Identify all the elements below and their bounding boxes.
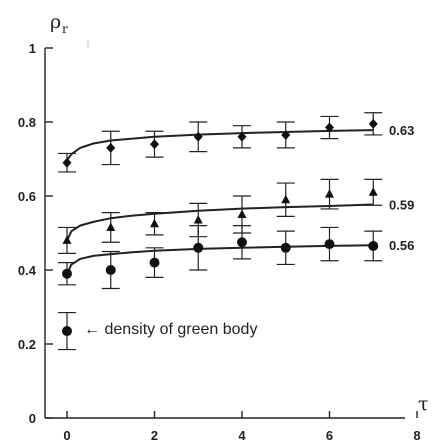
x-tick-label: 6: [326, 428, 333, 443]
axis-ticks: 0 0.2 0.4 0.6 0.8 1 0 2 4 6 8: [18, 41, 421, 443]
data-point-diamond: [368, 118, 378, 129]
data-point-diamond: [106, 142, 116, 153]
y-tick-label: 1: [29, 41, 36, 56]
data-point-circle: [62, 268, 72, 279]
data-point-diamond: [325, 122, 334, 133]
series-label-0.63: 0.63: [389, 123, 414, 138]
data-point-triangle: [281, 194, 291, 204]
x-tick-label: 4: [238, 428, 246, 443]
fit-curve-0.59: [66, 203, 374, 240]
data-point-green-body: [62, 326, 72, 337]
data-point-circle: [149, 257, 160, 268]
data-point-triangle: [325, 189, 334, 198]
fit-curve-0.63: [67, 129, 374, 160]
axes: [44, 40, 405, 419]
data-point-triangle: [237, 209, 247, 218]
series-label-0.59: 0.59: [389, 198, 414, 213]
x-axis-label: τ: [418, 393, 429, 415]
series-labels: 0.63 0.59 0.56: [389, 123, 414, 253]
data-point-circle: [368, 240, 379, 251]
y-tick-label: 0.8: [18, 115, 36, 130]
data-point-triangle: [62, 235, 72, 244]
fit-curve-0.56: [66, 244, 374, 273]
data-point-circle: [105, 265, 116, 275]
x-tick-label: 2: [151, 428, 158, 443]
data-point-diamond: [281, 129, 291, 140]
data-point-triangle: [368, 187, 378, 196]
y-tick-label: 0.6: [18, 189, 36, 204]
y-axis-label-subscript: r: [62, 22, 68, 36]
data-point-circle: [280, 242, 291, 253]
data-point-circle: [324, 239, 335, 250]
data-markers: [58, 112, 383, 351]
data-point-circle: [193, 242, 204, 253]
data-point-circle: [237, 237, 247, 248]
y-tick-label: 0.2: [18, 337, 36, 352]
data-point-diamond: [150, 139, 159, 150]
fit-curves: [66, 129, 374, 273]
data-point-diamond: [193, 131, 203, 142]
y-tick-label: 0: [29, 411, 36, 426]
data-point-triangle: [193, 215, 203, 224]
y-axis-label: ρ: [50, 11, 61, 33]
series-label-0.56: 0.56: [389, 238, 414, 253]
data-point-diamond: [62, 157, 72, 168]
data-point-triangle: [106, 222, 116, 231]
x-tick-label: 0: [63, 428, 70, 443]
x-tick-label: 8: [413, 428, 420, 443]
annotation-text: ← density of green body: [84, 321, 257, 338]
data-point-triangle: [150, 218, 159, 228]
data-point-diamond: [237, 131, 247, 142]
y-tick-label: 0.4: [18, 263, 37, 278]
